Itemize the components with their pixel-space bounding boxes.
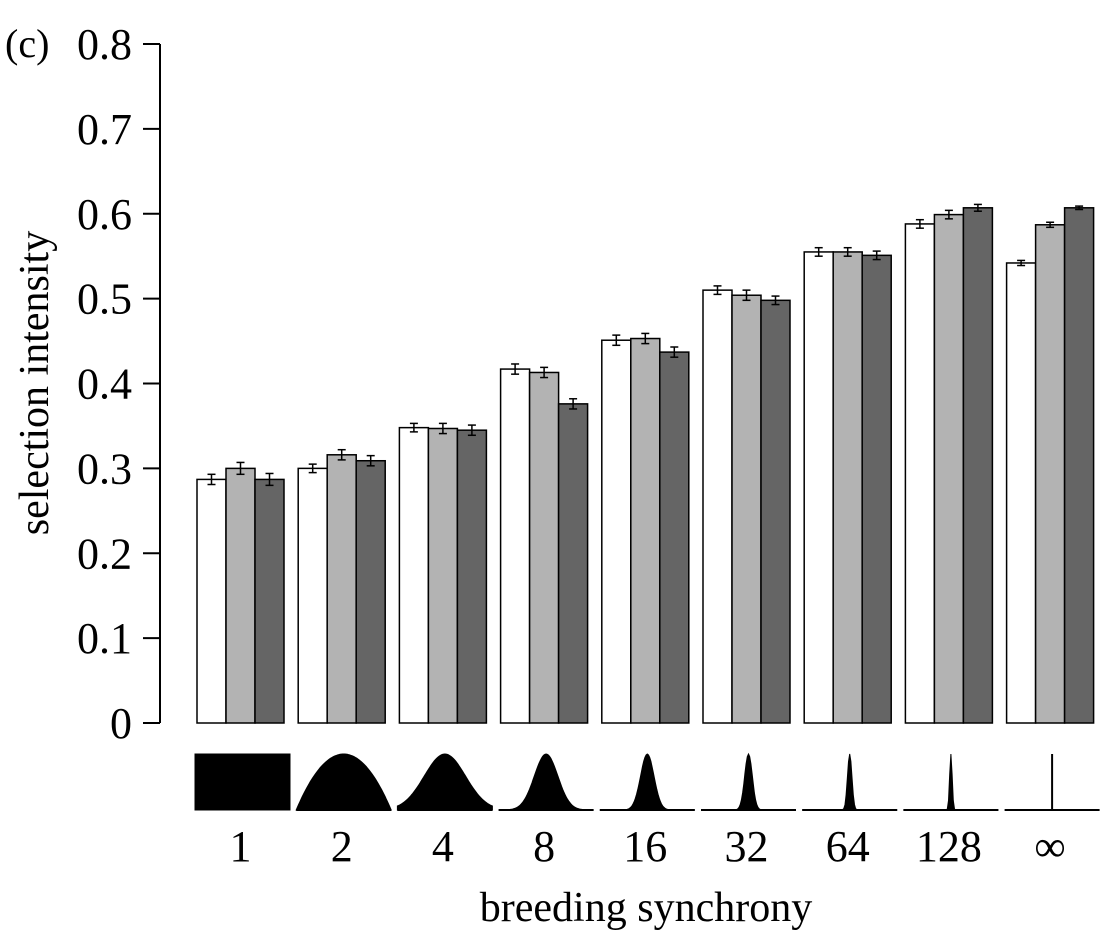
error-bar bbox=[1017, 259, 1026, 267]
error-bar bbox=[973, 203, 982, 212]
x-axis-title: breeding synchrony bbox=[480, 885, 812, 931]
error-bar bbox=[713, 285, 722, 296]
x-tick-label: 8 bbox=[533, 822, 555, 871]
distribution-glyph bbox=[903, 753, 999, 811]
bar bbox=[456, 429, 488, 724]
bar bbox=[760, 299, 791, 724]
y-axis-title: selection intensity bbox=[12, 231, 58, 535]
distribution-glyphs bbox=[194, 752, 1100, 811]
bar bbox=[196, 478, 227, 724]
x-tick-label: ∞ bbox=[1034, 822, 1065, 871]
error-bar bbox=[641, 332, 650, 345]
bar bbox=[427, 427, 459, 724]
bar bbox=[499, 368, 531, 724]
y-axis: 0 0.1 0.2 0.3 0.4 0.5 0.6 0.7 0.8 bbox=[77, 20, 161, 748]
bar bbox=[861, 254, 892, 724]
error-bar bbox=[814, 246, 823, 257]
x-tick-label: 1 bbox=[230, 822, 252, 871]
distribution-glyph bbox=[701, 752, 796, 811]
y-tick-label: 0.2 bbox=[77, 529, 132, 578]
x-tick-labels: 1 2 4 8 16 32 64 128 ∞ bbox=[230, 822, 1066, 871]
distribution-glyph bbox=[498, 753, 594, 811]
error-bar bbox=[872, 250, 881, 261]
bar bbox=[933, 213, 965, 724]
error-bar bbox=[308, 463, 317, 474]
error-bar bbox=[511, 363, 520, 375]
x-tick-label: 16 bbox=[623, 822, 667, 871]
distribution-glyph bbox=[599, 753, 695, 811]
error-bar bbox=[612, 334, 621, 347]
bar bbox=[832, 251, 863, 724]
error-bar bbox=[670, 346, 679, 358]
distribution-glyph bbox=[1004, 754, 1100, 811]
error-bar bbox=[540, 366, 549, 379]
bar bbox=[702, 289, 733, 724]
error-bar bbox=[944, 209, 953, 220]
bar bbox=[1034, 224, 1066, 724]
y-tick-label: 0.8 bbox=[77, 20, 132, 69]
error-bar bbox=[742, 289, 751, 302]
error-bar bbox=[1075, 205, 1084, 211]
bar bbox=[1005, 262, 1037, 724]
error-bar bbox=[915, 218, 924, 229]
y-tick-label: 0 bbox=[110, 699, 132, 748]
bar bbox=[1063, 207, 1095, 724]
bar bbox=[630, 337, 661, 724]
error-bar bbox=[438, 422, 447, 435]
error-bar bbox=[265, 472, 274, 487]
y-tick-label: 0.6 bbox=[77, 190, 132, 239]
x-tick-label: 32 bbox=[725, 822, 769, 871]
distribution-glyph bbox=[802, 753, 898, 811]
y-tick-label: 0.4 bbox=[77, 360, 132, 409]
bar bbox=[297, 467, 328, 724]
y-tick-label: 0.3 bbox=[77, 444, 132, 493]
bar bbox=[355, 459, 386, 724]
bar bbox=[557, 403, 589, 724]
error-bar bbox=[409, 422, 418, 433]
error-bar bbox=[1046, 221, 1055, 229]
bar bbox=[803, 251, 834, 724]
error-bar bbox=[569, 398, 578, 410]
bar bbox=[225, 467, 256, 724]
bar bbox=[254, 478, 285, 724]
x-tick-label: 128 bbox=[916, 822, 982, 871]
bar bbox=[528, 371, 560, 724]
error-bar bbox=[843, 246, 852, 257]
bar bbox=[731, 294, 762, 724]
bar bbox=[962, 207, 994, 724]
error-bar bbox=[366, 454, 375, 467]
bars-group bbox=[196, 203, 1095, 724]
error-bar bbox=[337, 448, 346, 461]
y-tick-label: 0.1 bbox=[77, 614, 132, 663]
distribution-glyph bbox=[295, 753, 392, 811]
bar bbox=[398, 426, 430, 724]
x-tick-label: 2 bbox=[331, 822, 353, 871]
bar bbox=[904, 223, 936, 724]
error-bar bbox=[771, 295, 780, 306]
x-tick-label: 64 bbox=[826, 822, 870, 871]
x-tick-label: 4 bbox=[432, 822, 454, 871]
panel-label: (c) bbox=[5, 21, 49, 66]
error-bar bbox=[207, 473, 216, 486]
y-tick-label: 0.7 bbox=[77, 105, 132, 154]
error-bar bbox=[467, 424, 476, 437]
distribution-glyph bbox=[396, 753, 493, 811]
bar bbox=[659, 351, 690, 724]
bar bbox=[601, 339, 632, 724]
distribution-glyph bbox=[194, 753, 291, 811]
y-tick-label: 0.5 bbox=[77, 275, 132, 324]
bar bbox=[326, 454, 357, 724]
error-bar bbox=[236, 461, 245, 476]
